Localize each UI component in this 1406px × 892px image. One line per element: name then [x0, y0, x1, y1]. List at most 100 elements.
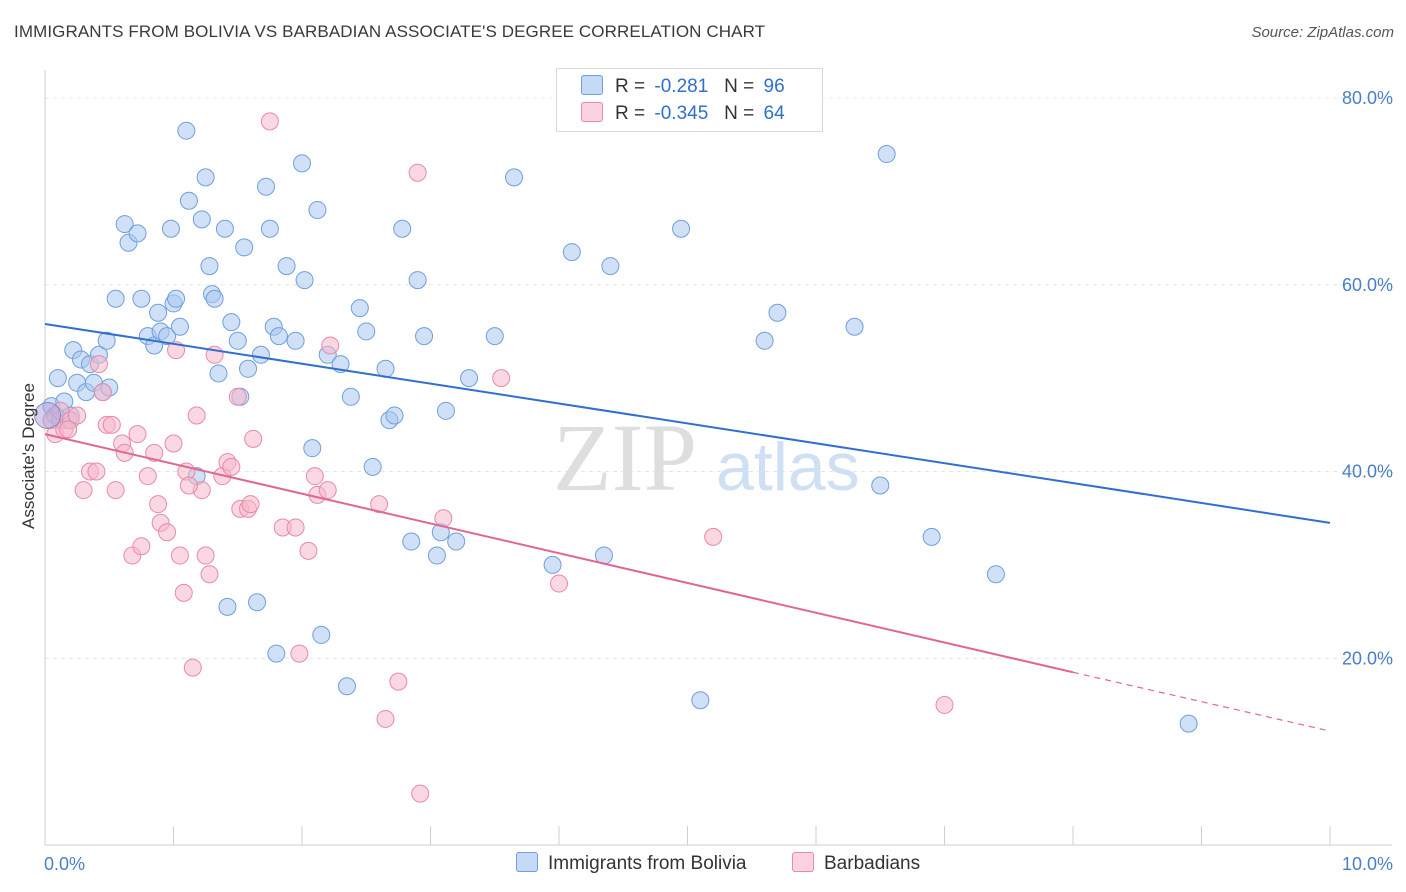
barbadian-point: [187, 406, 206, 425]
barbadian-point: [74, 481, 93, 500]
barbadian-point: [290, 644, 309, 663]
barbadian-point: [299, 541, 318, 560]
bolivia-point: [460, 369, 479, 388]
bolivia-point: [543, 555, 562, 574]
barbadian-point: [321, 336, 340, 355]
barbadian-point: [132, 537, 151, 556]
barbadian-point: [935, 695, 954, 714]
stats-legend: R = -0.281 N = 96 R = -0.345 N = 64: [556, 68, 823, 132]
bolivia-point: [248, 593, 267, 612]
barbadian-point: [179, 476, 198, 495]
barbadian-point: [408, 163, 427, 182]
bolivia-point: [132, 289, 151, 308]
bolivia-point: [312, 625, 331, 644]
x-tick-label: 10.0%: [1342, 854, 1393, 874]
barbadian-point: [376, 709, 395, 728]
barbadian-trend-line: [44, 433, 1074, 674]
bolivia-point: [505, 168, 524, 187]
barbadian-point: [164, 434, 183, 453]
barbadian-point: [305, 467, 324, 486]
bottom-legend-barbadians[interactable]: Barbadians: [792, 852, 920, 875]
bolivia-point: [877, 145, 896, 164]
tick-labels: 20.0% 40.0% 60.0% 80.0% 0.0% 10.0%: [44, 88, 1393, 874]
bolivia-point: [260, 219, 279, 238]
bolivia-point: [167, 289, 186, 308]
barbadian-point: [93, 383, 112, 402]
bolivia-point: [48, 369, 67, 388]
bolivia-point: [257, 177, 276, 196]
barbadian-point: [241, 495, 260, 514]
bolivia-point: [871, 476, 890, 495]
bottom-legend-label-barbadians: Barbadians: [824, 853, 921, 874]
bolivia-point: [415, 327, 434, 346]
barbadian-point: [149, 495, 168, 514]
barbadian-point: [183, 658, 202, 677]
barbadian-point: [87, 462, 106, 481]
bolivia-point: [408, 271, 427, 290]
bolivia-point: [215, 219, 234, 238]
barbadian-point: [492, 369, 511, 388]
barbadian-point: [228, 387, 247, 406]
barbadian-point: [411, 784, 430, 803]
bolivia-point: [363, 457, 382, 476]
trend-lines: [44, 322, 1331, 732]
legend-row-bolivia: R = -0.281 N = 96: [581, 75, 785, 99]
bolivia-point: [427, 546, 446, 565]
barbadian-point: [370, 495, 389, 514]
bolivia-point: [295, 271, 314, 290]
cluster-point: [34, 401, 62, 429]
bolivia-point: [205, 289, 224, 308]
barbadian-point: [244, 429, 263, 448]
bolivia-point: [170, 317, 189, 336]
bolivia-point: [672, 219, 691, 238]
barbadian-point: [59, 420, 78, 439]
barbadian-point: [222, 457, 241, 476]
legend-n-value-bolivia: 96: [763, 76, 785, 97]
bottom-legend-bolivia[interactable]: Immigrants from Bolivia: [516, 852, 747, 875]
bolivia-point: [350, 299, 369, 318]
bolivia-point: [357, 322, 376, 341]
bolivia-point: [986, 565, 1005, 584]
bolivia-point: [601, 257, 620, 276]
legend-r-label: R =: [615, 76, 646, 97]
legend-r-value-barbadians: -0.345: [654, 103, 709, 124]
y-axis-label: Associate's Degree: [19, 383, 38, 529]
bolivia-point: [402, 532, 421, 551]
bolivia-trend-line: [44, 322, 1331, 524]
x-tick-label: 0.0%: [44, 854, 85, 874]
bolivia-point: [177, 121, 196, 140]
barbadian-point: [102, 415, 121, 434]
source-label: Source: ZipAtlas.com: [1251, 24, 1394, 41]
bolivia-point: [222, 313, 241, 332]
watermark-zip: ZIP: [553, 404, 697, 511]
bolivia-point: [293, 154, 311, 173]
barbadian-point: [128, 425, 147, 444]
bolivia-point: [209, 364, 228, 383]
bolivia-point: [235, 238, 254, 257]
bolivia-point: [768, 303, 787, 322]
bottom-legend-swatch-bolivia: [516, 852, 538, 872]
chart-title: IMMIGRANTS FROM BOLIVIA VS BARBADIAN ASS…: [14, 22, 766, 41]
bolivia-point: [755, 331, 774, 350]
legend-r-value-bolivia: -0.281: [654, 76, 709, 97]
grid-lines: [45, 97, 1392, 659]
bolivia-point: [1179, 714, 1198, 733]
barbadian-point: [286, 518, 305, 537]
y-tick-label: 20.0%: [1342, 648, 1393, 668]
bolivia-point: [267, 644, 286, 663]
bottom-legend-label-bolivia: Immigrants from Bolivia: [548, 853, 747, 874]
barbadian-point: [260, 112, 279, 131]
legend-r-label: R =: [615, 103, 646, 124]
barbadian-point: [158, 523, 177, 542]
barbadian-point: [389, 672, 408, 691]
barbadian-point: [174, 583, 193, 602]
bolivia-point: [106, 289, 125, 308]
legend-n-label: N =: [724, 76, 755, 97]
bolivia-point: [393, 219, 412, 238]
bolivia-point: [485, 327, 504, 346]
barbadian-point: [550, 574, 568, 593]
bolivia-point: [251, 345, 270, 364]
bolivia-point: [562, 243, 581, 262]
legend-n-value-barbadians: 64: [763, 103, 785, 124]
bolivia-point: [115, 215, 134, 234]
